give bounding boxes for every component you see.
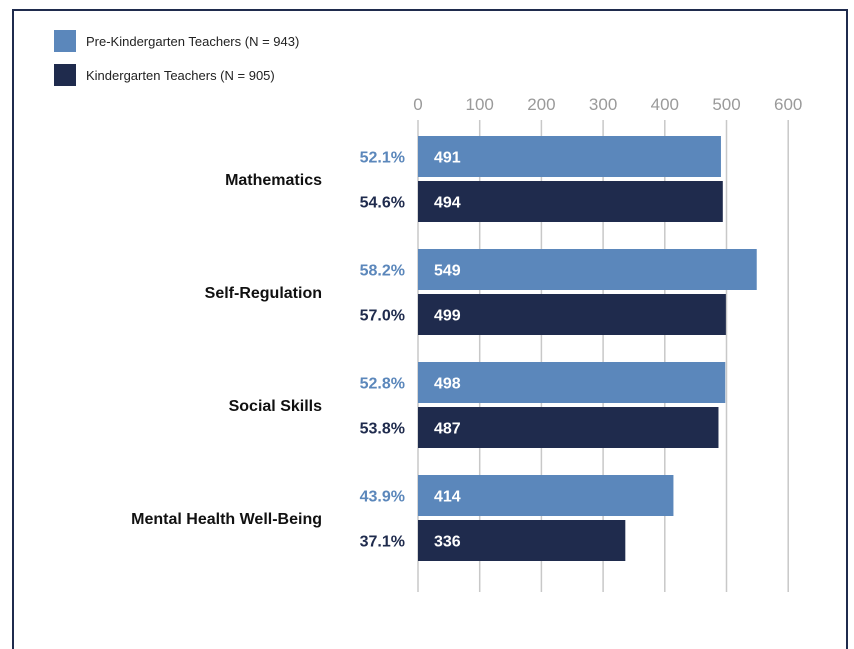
legend-swatch-k: [54, 64, 76, 86]
bar-prek: [418, 362, 726, 403]
legend-item-k: Kindergarten Teachers (N = 905): [54, 64, 275, 86]
bar-k: [418, 407, 719, 448]
category-label: Self-Regulation: [205, 285, 322, 302]
percent-label: 57.0%: [360, 308, 405, 325]
x-tick-label-0: 0: [413, 95, 422, 114]
chart-frame: [12, 9, 848, 649]
bar-k: [418, 520, 626, 561]
x-tick-label-100: 100: [466, 95, 494, 114]
legend-label-k: Kindergarten Teachers (N = 905): [86, 67, 275, 83]
legend-label-prek: Pre-Kindergarten Teachers (N = 943): [86, 33, 300, 49]
legend-swatch-prek: [54, 30, 76, 52]
percent-label: 54.6%: [360, 195, 405, 212]
bar-value-label: 494: [434, 195, 461, 212]
percent-label: 58.2%: [360, 263, 405, 280]
x-tick-label-200: 200: [527, 95, 555, 114]
x-tick-label-600: 600: [774, 95, 802, 114]
x-tick-label-500: 500: [712, 95, 740, 114]
category-label: Mental Health Well-Being: [131, 511, 322, 528]
bar-k: [418, 294, 726, 335]
x-tick-label-300: 300: [589, 95, 617, 114]
bar-value-label: 499: [434, 308, 461, 325]
percent-label: 52.8%: [360, 376, 405, 393]
bar-value-label: 414: [434, 489, 461, 506]
percent-label: 43.9%: [360, 489, 405, 506]
category-label: Social Skills: [229, 398, 322, 415]
percent-label: 52.1%: [360, 150, 405, 167]
legend-item-prek: Pre-Kindergarten Teachers (N = 943): [54, 30, 299, 52]
category-label: Mathematics: [225, 172, 322, 189]
bar-k: [418, 181, 723, 222]
bar-prek: [418, 249, 757, 290]
bar-value-label: 549: [434, 263, 461, 280]
percent-label: 53.8%: [360, 421, 405, 438]
bar-value-label: 336: [434, 534, 461, 551]
bar-prek: [418, 136, 721, 177]
bar-value-label: 498: [434, 376, 461, 393]
bar-value-label: 487: [434, 421, 461, 438]
bar-prek: [418, 475, 674, 516]
bar-value-label: 491: [434, 150, 461, 167]
x-tick-label-400: 400: [651, 95, 679, 114]
percent-label: 37.1%: [360, 534, 405, 551]
